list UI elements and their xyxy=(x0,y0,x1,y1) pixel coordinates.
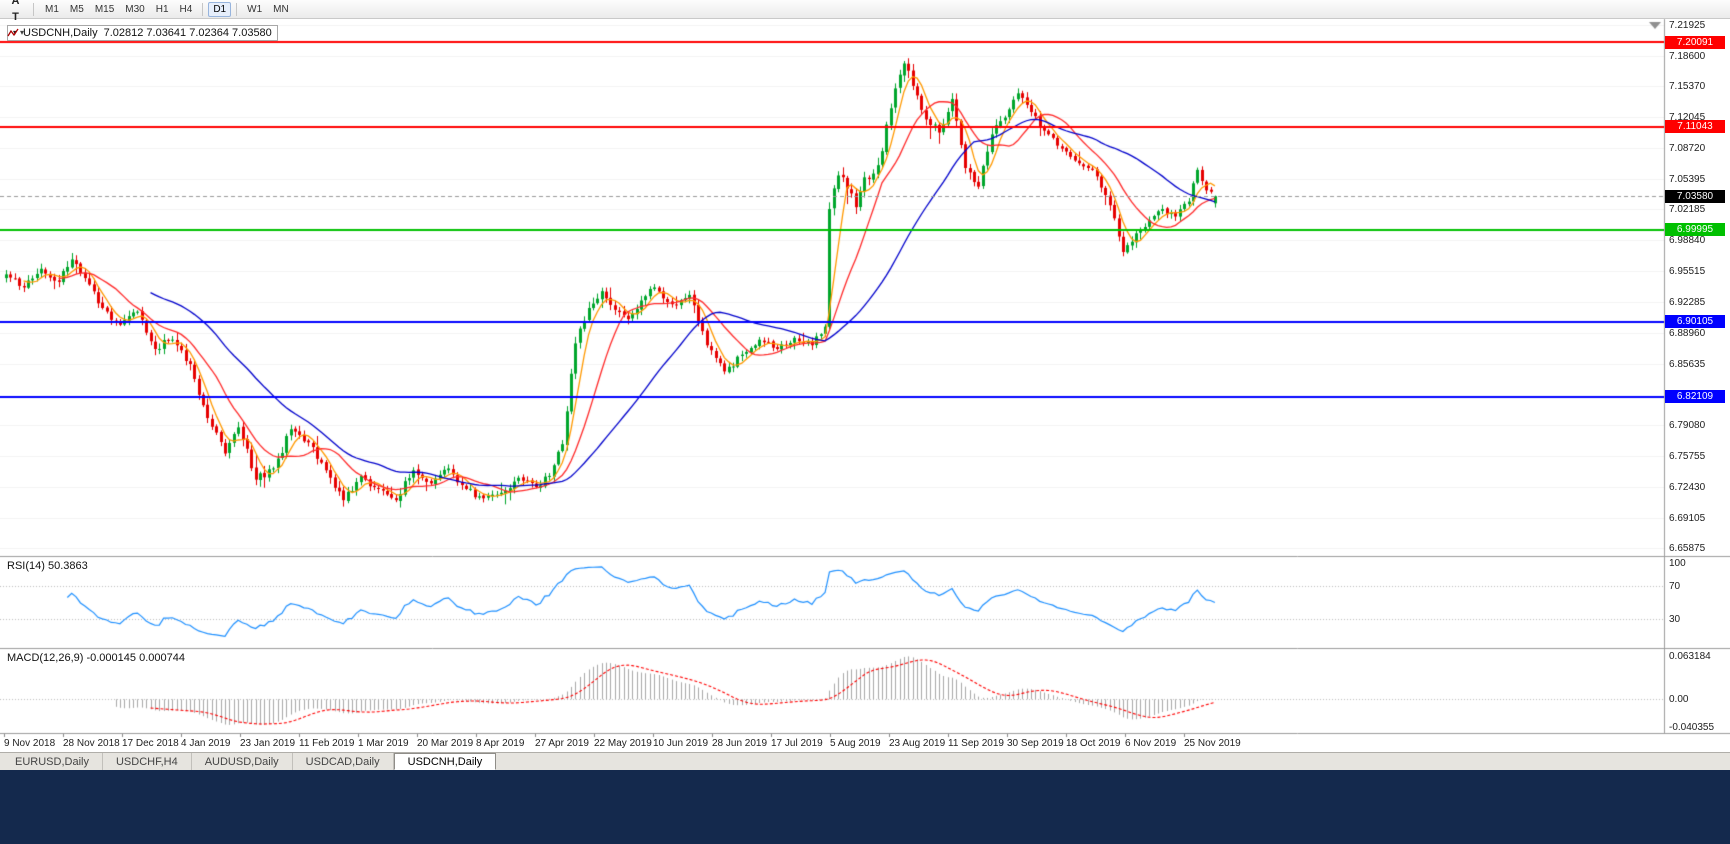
price-tick: 6.75755 xyxy=(1669,450,1706,462)
rsi-tick: 30 xyxy=(1669,613,1681,625)
price-tick: 6.92285 xyxy=(1669,296,1706,308)
crosshair-button[interactable]: A xyxy=(4,0,27,9)
timeframe-d1-button[interactable]: D1 xyxy=(208,1,232,17)
macd-tick: 0.00 xyxy=(1669,694,1689,706)
price-tick: 6.95515 xyxy=(1669,266,1706,278)
macd-indicator-label: MACD(12,26,9) -0.000145 0.000744 xyxy=(7,652,185,664)
price-tick: 6.98840 xyxy=(1669,235,1706,247)
date-label: 20 Mar 2019 xyxy=(417,738,474,749)
date-label: 6 Nov 2019 xyxy=(1125,738,1177,749)
tab-audusd-daily[interactable]: AUDUSD,Daily xyxy=(192,753,293,770)
price-tick: 7.15370 xyxy=(1669,81,1706,93)
timeframe-h4-button[interactable]: H4 xyxy=(179,3,193,15)
crosshair-icon: A xyxy=(11,0,20,7)
price-tick: 6.85635 xyxy=(1669,358,1706,370)
toolbar-divider xyxy=(33,2,35,16)
date-label: 18 Oct 2019 xyxy=(1066,738,1121,749)
date-label: 23 Aug 2019 xyxy=(889,738,946,749)
timeframe-w1-button[interactable]: W1 xyxy=(247,3,263,15)
price-level-badge: 6.82109 xyxy=(1665,390,1725,404)
price-tick: 6.88960 xyxy=(1669,327,1706,339)
line-studies-icon xyxy=(7,28,19,38)
timeframe-m15-button[interactable]: M15 xyxy=(94,3,115,15)
price-level-badge: 6.90105 xyxy=(1665,315,1725,329)
price-level-badge: 7.11043 xyxy=(1665,120,1725,134)
timeframe-mn-button[interactable]: MN xyxy=(273,3,289,15)
date-label: 28 Nov 2018 xyxy=(63,738,120,749)
date-label: 17 Dec 2018 xyxy=(122,738,179,749)
macd-tick: -0.040355 xyxy=(1669,722,1715,733)
price-axis[interactable]: 7.21925 7.18600 7.15370 7.12045 7.08720 7.053… xyxy=(1664,19,1730,734)
footer-strip xyxy=(0,770,1730,844)
tab-eurusd-daily[interactable]: EURUSD,Daily xyxy=(2,753,103,770)
date-label: 10 Jun 2019 xyxy=(653,738,709,749)
date-label: 8 Apr 2019 xyxy=(476,738,525,749)
time-axis[interactable]: 9 Nov 2018 28 Nov 2018 17 Dec 2018 4 Jan 20… xyxy=(0,734,1664,752)
timeframe-m30-button[interactable]: M30 xyxy=(125,3,145,15)
current-price-badge: 7.03580 xyxy=(1665,189,1725,203)
price-tick: 6.69105 xyxy=(1669,512,1706,524)
toolbar-divider xyxy=(202,2,204,16)
line-studies-button[interactable]: ▾ xyxy=(4,25,27,41)
dropdown-caret-icon: ▾ xyxy=(20,28,25,37)
price-tick: 7.21925 xyxy=(1669,20,1706,31)
text-label-icon: T xyxy=(12,11,19,23)
rsi-tick: 70 xyxy=(1669,581,1681,593)
tab-usdcad-daily[interactable]: USDCAD,Daily xyxy=(293,753,394,770)
tab-usdchf-h4[interactable]: USDCHF,H4 xyxy=(103,753,192,770)
price-tick: 7.08720 xyxy=(1669,143,1706,155)
price-tick: 6.79080 xyxy=(1669,419,1706,431)
rsi-indicator-label: RSI(14) 50.3863 xyxy=(7,560,88,572)
timeframe-button-group: M1 M5 M15 M30 H1 H4 D1 W1 MN xyxy=(40,1,294,17)
price-tick: 6.65875 xyxy=(1669,543,1706,554)
chart-title-box: ▾ USDCNH,Daily 7.02812 7.03641 7.02364 7… xyxy=(7,25,278,41)
macd-tick: 0.063184 xyxy=(1669,651,1711,662)
price-tick: 7.05395 xyxy=(1669,174,1706,186)
date-label: 17 Jul 2019 xyxy=(771,738,823,749)
date-label: 11 Sep 2019 xyxy=(948,738,1004,749)
chart-ohlc-readout: 7.02812 7.03641 7.02364 7.03580 xyxy=(103,27,272,39)
chart-symbol-title: USDCNH,Daily xyxy=(23,27,98,39)
price-level-badge: 6.99995 xyxy=(1665,223,1725,237)
toolbar: A T ▾ M1 M5 M15 M30 H1 H4 D1 W1 MN xyxy=(0,0,1730,37)
date-label: 27 Apr 2019 xyxy=(535,738,589,749)
tab-usdcnh-daily[interactable]: USDCNH,Daily xyxy=(393,753,497,770)
rsi-tick: 100 xyxy=(1669,558,1686,569)
date-label: 1 Mar 2019 xyxy=(358,738,409,749)
price-tick: 6.72430 xyxy=(1669,481,1706,493)
date-label: 11 Feb 2019 xyxy=(299,738,355,749)
date-label: 22 May 2019 xyxy=(594,738,652,749)
date-label: 30 Sep 2019 xyxy=(1007,738,1064,749)
chart-tab-bar: EURUSD,Daily USDCHF,H4 AUDUSD,Daily USDCAD,… xyxy=(0,752,1730,770)
date-label: 25 Nov 2019 xyxy=(1184,738,1241,749)
text-label-button[interactable]: T xyxy=(4,9,27,25)
toolbar-tools-group: A T ▾ xyxy=(4,0,27,41)
date-label: 4 Jan 2019 xyxy=(181,738,231,749)
timeframe-m5-button[interactable]: M5 xyxy=(69,3,84,15)
timeframe-m1-button[interactable]: M1 xyxy=(45,3,59,15)
price-level-badge: 7.20091 xyxy=(1665,35,1725,49)
date-label: 28 Jun 2019 xyxy=(712,738,768,749)
date-label: 23 Jan 2019 xyxy=(240,738,296,749)
date-label: 9 Nov 2018 xyxy=(4,738,56,749)
price-tick: 7.02185 xyxy=(1669,204,1706,216)
timeframe-h1-button[interactable]: H1 xyxy=(155,3,169,15)
price-tick: 7.12045 xyxy=(1669,112,1706,124)
date-label: 5 Aug 2019 xyxy=(830,738,881,749)
price-tick: 7.18600 xyxy=(1669,51,1706,63)
toolbar-divider xyxy=(236,2,238,16)
